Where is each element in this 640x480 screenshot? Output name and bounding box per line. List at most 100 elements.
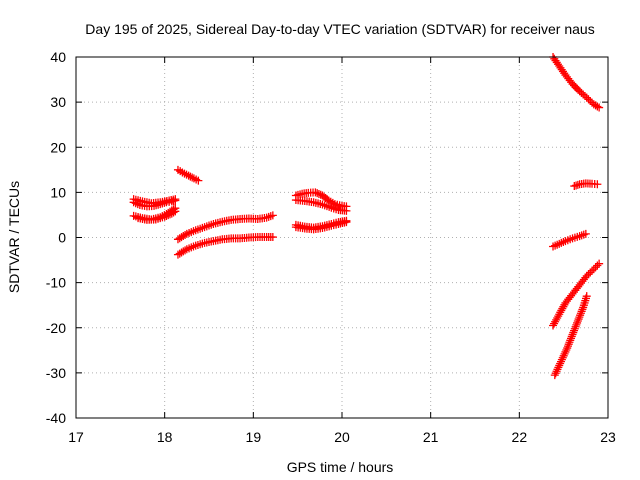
series-13 [549,229,590,251]
data-point-fill [564,340,573,349]
data-point [568,330,577,339]
data-points [129,53,604,380]
data-point [589,265,598,274]
x-tick-label: 23 [600,429,616,445]
series-8 [291,196,351,215]
data-point [581,229,590,238]
data-point-fill [164,211,173,220]
data-point-fill [572,320,581,329]
data-point [268,233,277,242]
data-point-fill [565,338,574,347]
data-point-fill [169,208,178,217]
data-point [593,180,602,189]
y-tick-label: -10 [46,275,66,291]
data-point [557,357,566,366]
data-point [582,292,591,301]
data-point [194,176,203,185]
grid-lines [76,57,608,418]
data-point [563,344,572,353]
series-15 [550,292,591,380]
series-3 [134,207,180,224]
data-point [595,103,604,112]
data-point-fill [560,349,569,358]
data-point-fill [563,342,572,351]
x-axis-label: GPS time / hours [287,459,394,475]
data-point [582,271,591,280]
x-tick-labels: 17 18 19 20 21 22 23 [68,429,616,445]
y-tick-label: 40 [50,49,66,65]
data-point [595,259,604,268]
y-tick-label: -40 [46,410,66,426]
x-tick-label: 21 [423,429,439,445]
data-point-fill [593,261,602,270]
y-tick-label: -30 [46,365,66,381]
data-point-fill [571,322,580,331]
y-tick-labels: -40 -30 -20 -10 0 10 20 30 40 [46,49,66,426]
data-point-fill [570,324,579,333]
data-point-fill [562,345,571,354]
data-point [573,316,582,325]
data-point-fill [577,307,586,316]
data-point-fill [181,246,190,255]
series-7 [291,188,351,211]
series-5 [173,211,277,244]
data-point [184,171,193,180]
data-point [550,371,559,380]
data-point-fill [558,353,567,362]
data-point-fill [556,359,565,368]
data-point [160,212,169,221]
series-10 [291,218,351,234]
y-axis-label: SDTVAR / TECUs [6,181,22,293]
data-point-fill [586,96,595,105]
data-point-fill [576,311,585,320]
data-point [171,207,180,216]
data-point-fill [576,309,585,318]
data-point-fill [567,334,576,343]
x-tick-label: 20 [334,429,350,445]
data-point-fill [567,332,576,341]
data-point-fill [561,347,570,356]
x-tick-label: 22 [512,429,528,445]
data-point-fill [566,336,575,345]
y-tick-label: -20 [46,320,66,336]
data-point-fill [165,210,174,219]
data-point-fill [578,305,587,314]
y-tick-label: 30 [50,94,66,110]
y-tick-label: 10 [50,184,66,200]
data-point-fill [584,95,593,104]
chart-title: Day 195 of 2025, Sidereal Day-to-day VTE… [85,21,594,37]
data-point-fill [557,355,566,364]
data-point [342,218,351,227]
data-point-fill [573,318,582,327]
series-6 [173,233,277,259]
data-point-fill [555,361,564,370]
data-point-fill [553,365,562,374]
series-4 [173,165,203,185]
data-point-fill [591,263,600,272]
y-tick-label: 20 [50,139,66,155]
data-point [268,211,277,220]
data-point-fill [314,189,323,198]
data-point-fill [264,212,273,221]
series-12 [570,179,602,191]
series-1 [129,196,180,211]
data-point-fill [586,268,595,277]
data-point-fill [588,266,597,275]
data-point-fill [186,172,195,181]
data-point-fill [570,326,579,335]
data-point-fill [181,230,190,239]
data-point-fill [266,212,275,221]
x-tick-label: 18 [157,429,173,445]
data-point-fill [554,363,563,372]
data-point [171,196,180,205]
y-tick-label: 0 [58,230,66,246]
data-point-fill [551,369,560,378]
data-point [582,93,591,102]
data-point-fill [552,367,561,376]
data-point-fill [569,328,578,337]
data-point-fill [313,189,322,198]
data-point-fill [559,351,568,360]
data-point-fill [575,313,584,322]
data-point [342,206,351,215]
